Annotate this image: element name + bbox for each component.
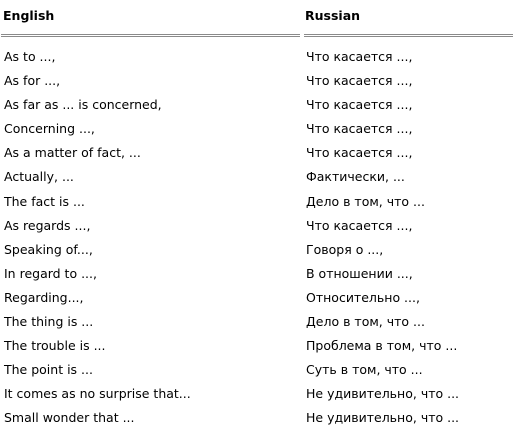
table-row: Regarding..., Относительно ..., [0, 288, 515, 312]
english-phrase: The point is ... [4, 362, 93, 378]
table-row: In regard to ..., В отношении ..., [0, 264, 515, 288]
russian-phrase: Проблема в том, что ... [306, 338, 458, 354]
english-phrase: As for ..., [4, 73, 61, 89]
header-divider-russian [304, 34, 513, 37]
column-header-russian: Russian [305, 8, 361, 23]
column-header-english: English [3, 8, 55, 23]
english-phrase: The thing is ... [4, 314, 94, 330]
table-row: Speaking of..., Говоря о ..., [0, 240, 515, 264]
russian-phrase: Что касается ..., [306, 97, 413, 113]
english-phrase: It comes as no surprise that... [4, 386, 191, 402]
english-phrase: As far as ... is concerned, [4, 97, 162, 113]
table-header: English Russian [0, 0, 515, 32]
table-row: Small wonder that ... Не удивительно, что… [0, 408, 515, 432]
russian-phrase: Что касается ..., [306, 145, 413, 161]
header-divider-english [1, 34, 300, 37]
english-phrase: As regards ..., [4, 217, 91, 233]
english-phrase: Small wonder that ... [4, 410, 135, 426]
table-row: It comes as no surprise that... Не удивит… [0, 384, 515, 408]
table-row: As far as ... is concerned, Что касается … [0, 95, 515, 119]
table-row: As a matter of fact, ... Что касается ...… [0, 143, 515, 167]
table-row: Concerning ..., Что касается ..., [0, 119, 515, 143]
table-row: The thing is ... Дело в том, что ... [0, 312, 515, 336]
russian-phrase: Относительно ..., [306, 289, 420, 305]
russian-phrase: Что касается ..., [306, 217, 413, 233]
english-phrase: The fact is ... [4, 193, 85, 209]
english-phrase: Concerning ..., [4, 121, 95, 137]
english-phrase: In regard to ..., [4, 265, 97, 281]
russian-phrase: Суть в том, что ... [306, 362, 423, 378]
russian-phrase: Не удивительно, что ... [306, 410, 460, 426]
table-row: As for ..., Что касается ..., [0, 71, 515, 95]
russian-phrase: Говоря о ..., [306, 241, 384, 257]
table-row: Actually, ... Фактически, ... [0, 167, 515, 191]
russian-phrase: В отношении ..., [306, 265, 413, 281]
english-phrase: The trouble is ... [4, 338, 106, 354]
russian-phrase: Что касается ..., [306, 73, 413, 89]
russian-phrase: Что касается ..., [306, 49, 413, 64]
english-phrase: Speaking of..., [4, 241, 93, 257]
english-phrase: Actually, ... [4, 169, 74, 185]
table-body: As to ..., Что касается ..., As for ..., Ч… [0, 47, 515, 433]
table-row: As to ..., Что касается ..., [0, 47, 515, 71]
english-phrase: Regarding..., [4, 289, 84, 305]
russian-phrase: Дело в том, что ... [306, 193, 425, 209]
russian-phrase: Что касается ..., [306, 121, 413, 137]
english-phrase: As a matter of fact, ... [4, 145, 141, 161]
table-row: The trouble is ... Проблема в том, что ..… [0, 336, 515, 360]
table-row: As regards ..., Что касается ..., [0, 216, 515, 240]
english-phrase: As to ..., [4, 49, 56, 64]
russian-phrase: Фактически, ... [306, 169, 405, 185]
russian-phrase: Не удивительно, что ... [306, 386, 460, 402]
table-row: The point is ... Суть в том, что ... [0, 360, 515, 384]
table-row: The fact is ... Дело в том, что ... [0, 192, 515, 216]
russian-phrase: Дело в том, что ... [306, 314, 425, 330]
